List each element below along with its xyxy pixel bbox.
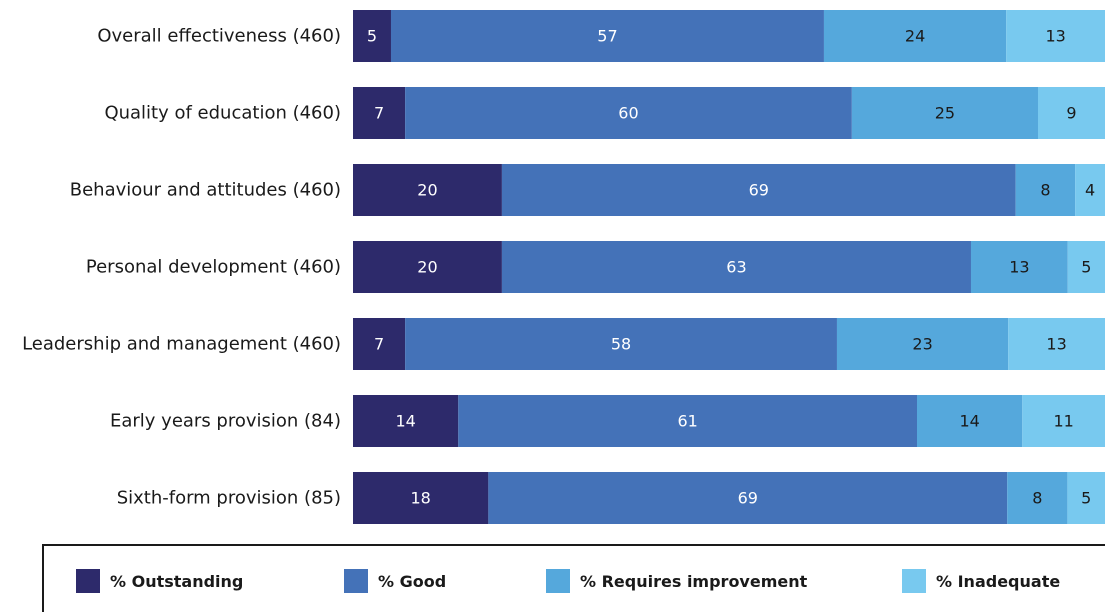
data-label: 57 <box>597 27 617 46</box>
bar-segment <box>353 164 502 216</box>
category-label: Quality of education (460) <box>104 103 341 124</box>
legend-label: % Outstanding <box>110 571 244 591</box>
data-label: 13 <box>1046 335 1066 354</box>
bar-segment <box>353 395 459 447</box>
bar-segment <box>1067 472 1105 524</box>
legend-item: % Inadequate <box>902 569 1060 593</box>
legend-swatch <box>344 569 368 593</box>
data-label: 69 <box>749 181 769 200</box>
legend: % Outstanding % Good % Requires improvemen… <box>42 544 1105 612</box>
bar-segment <box>458 395 917 447</box>
data-label: 63 <box>726 258 746 277</box>
bar-segment <box>917 395 1023 447</box>
legend-swatch <box>76 569 100 593</box>
data-label: 61 <box>677 412 697 431</box>
data-label: 60 <box>618 104 638 123</box>
data-label: 11 <box>1053 412 1073 431</box>
category-label: Leadership and management (460) <box>22 334 341 355</box>
bar-segment <box>353 87 406 139</box>
legend-swatch <box>902 569 926 593</box>
data-label: 69 <box>738 489 758 508</box>
bar-segment <box>405 318 837 370</box>
bar-segment <box>1007 472 1068 524</box>
category-label: Sixth-form provision (85) <box>117 488 341 509</box>
data-label: 58 <box>611 335 631 354</box>
legend-label: % Inadequate <box>936 571 1061 591</box>
data-label: 20 <box>417 181 437 200</box>
data-label: 18 <box>411 489 431 508</box>
bar-segment <box>1008 318 1105 370</box>
bar-segment <box>390 10 824 62</box>
bar-segment <box>851 87 1038 139</box>
bar-segment <box>405 87 852 139</box>
legend-item: % Good <box>344 569 446 593</box>
legend-item: % Outstanding <box>76 569 243 593</box>
bar-segment <box>353 472 489 524</box>
bar-segment <box>353 10 391 62</box>
data-label: 25 <box>935 104 955 123</box>
data-label: 20 <box>417 258 437 277</box>
category-label: Personal development (460) <box>86 257 341 278</box>
data-label: 14 <box>395 412 415 431</box>
bar-segment <box>1037 87 1105 139</box>
bar-segment <box>823 10 1007 62</box>
bar-segment <box>1067 241 1105 293</box>
data-label: 24 <box>905 27 925 46</box>
legend-label: % Requires improvement <box>580 571 808 591</box>
bar-segment <box>501 164 1016 216</box>
bar-segment <box>1015 164 1076 216</box>
data-label: 8 <box>1040 181 1050 200</box>
bar-segment <box>1006 10 1105 62</box>
bar-segment <box>501 241 971 293</box>
stacked-bar-chart: Overall effectiveness (460) 5 57 24 13Qualit… <box>22 10 1105 524</box>
legend-item: % Requires improvement <box>546 569 807 593</box>
category-label: Early years provision (84) <box>110 411 341 432</box>
data-label: 7 <box>374 104 384 123</box>
data-label: 13 <box>1045 27 1065 46</box>
data-label: 5 <box>367 27 377 46</box>
data-label: 8 <box>1032 489 1042 508</box>
category-label: Overall effectiveness (460) <box>97 26 341 47</box>
data-label: 23 <box>912 335 932 354</box>
data-label: 7 <box>374 335 384 354</box>
bar-segment <box>488 472 1008 524</box>
legend-swatch <box>546 569 570 593</box>
bar-segment <box>1075 164 1105 216</box>
bar-segment <box>353 241 502 293</box>
data-label: 14 <box>959 412 979 431</box>
category-label: Behaviour and attitudes (460) <box>70 180 341 201</box>
bar-segment <box>353 318 406 370</box>
data-label: 9 <box>1066 104 1076 123</box>
data-label: 5 <box>1081 489 1091 508</box>
data-label: 4 <box>1085 181 1095 200</box>
bar-segment <box>1022 395 1105 447</box>
data-label: 5 <box>1081 258 1091 277</box>
legend-label: % Good <box>378 571 447 591</box>
bar-segment <box>836 318 1009 370</box>
data-label: 13 <box>1009 258 1029 277</box>
bar-segment <box>970 241 1068 293</box>
